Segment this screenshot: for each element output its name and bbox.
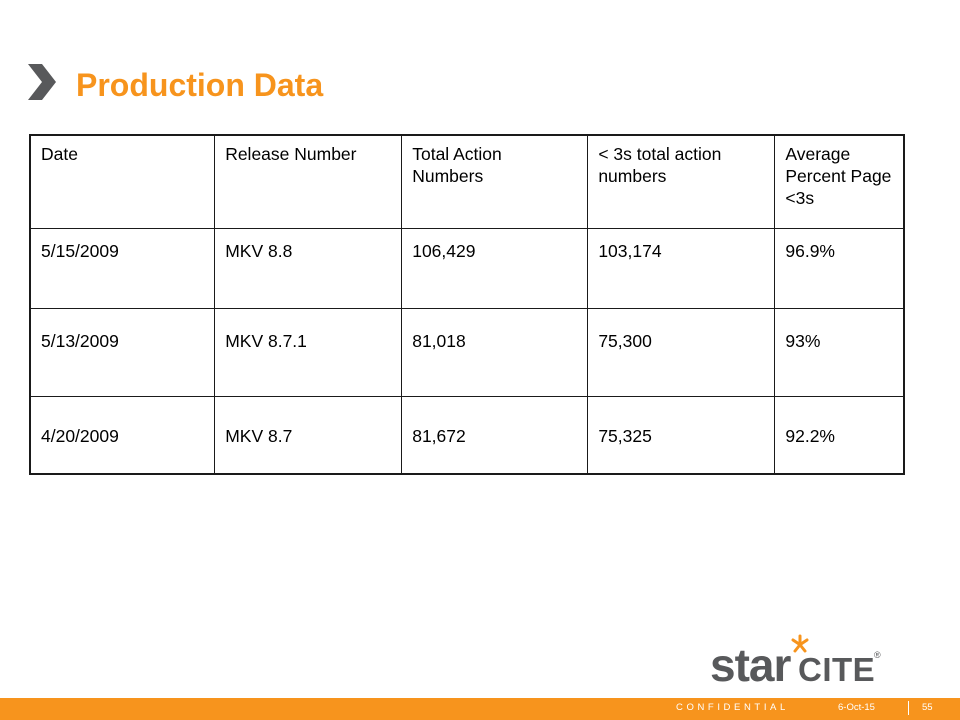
page-title: Production Data: [76, 67, 324, 103]
cell-total-actions: 81,672: [401, 396, 589, 475]
registered-mark: ®: [874, 650, 881, 660]
footer-bar: CONFIDENTIAL 6-Oct-15 55: [0, 698, 960, 720]
logo-star-text: star: [710, 639, 791, 691]
cell-date: 5/13/2009: [29, 308, 216, 397]
cell-average-percent: 96.9%: [774, 228, 905, 309]
cell-release: MKV 8.7.1: [214, 308, 403, 397]
cell-release: MKV 8.8: [214, 228, 403, 309]
cell-release: MKV 8.7: [214, 396, 403, 475]
table-header-row: Date Release Number Total Action Numbers…: [29, 134, 905, 229]
cell-under-3s-actions: 75,325: [587, 396, 776, 475]
cell-date: 4/20/2009: [29, 396, 216, 475]
column-header-date: Date: [29, 134, 216, 229]
confidential-label: CONFIDENTIAL: [676, 702, 789, 713]
production-data-table: Date Release Number Total Action Numbers…: [29, 134, 905, 475]
footer-date: 6-Oct-15: [838, 702, 875, 713]
chevron-right-icon: [28, 64, 56, 100]
footer-divider: [908, 701, 909, 715]
orange-asterisk-icon: [791, 634, 809, 653]
table-row: 5/15/2009 MKV 8.8 106,429 103,174 96.9%: [29, 228, 905, 309]
column-header-average-percent: Average Percent Page <3s: [774, 134, 905, 229]
cell-average-percent: 92.2%: [774, 396, 905, 475]
page-number: 55: [922, 702, 933, 713]
table-row: 5/13/2009 MKV 8.7.1 81,018 75,300 93%: [29, 308, 905, 397]
cell-date: 5/15/2009: [29, 228, 216, 309]
logo-cite-text: CITE: [798, 651, 876, 688]
column-header-total-action-numbers: Total Action Numbers: [401, 134, 589, 229]
starcite-logo: star CITE ®: [710, 632, 890, 692]
column-header-under-3s-actions: < 3s total action numbers: [587, 134, 776, 229]
cell-under-3s-actions: 103,174: [587, 228, 776, 309]
cell-under-3s-actions: 75,300: [587, 308, 776, 397]
column-header-release-number: Release Number: [214, 134, 403, 229]
table-row: 4/20/2009 MKV 8.7 81,672 75,325 92.2%: [29, 396, 905, 475]
cell-total-actions: 81,018: [401, 308, 589, 397]
cell-average-percent: 93%: [774, 308, 905, 397]
cell-total-actions: 106,429: [401, 228, 589, 309]
